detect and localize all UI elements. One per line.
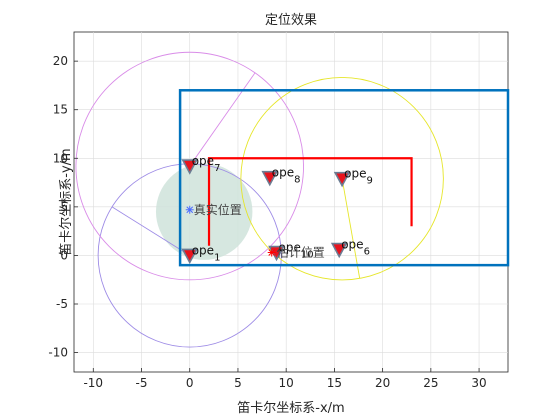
true-position-marker-d2 (186, 206, 194, 214)
range-radius-line (189, 72, 256, 167)
y-tick-label: 20 (53, 54, 68, 68)
trajectory-path (207, 157, 413, 246)
y-tick-label: 5 (60, 200, 68, 214)
estimated-position-marker-d2 (268, 249, 276, 256)
y-tick-label: -10 (48, 346, 68, 360)
y-tick-label: 0 (60, 248, 68, 262)
range-radius-line (111, 206, 190, 256)
anchor-label: ope10 (279, 241, 314, 261)
plot-area (73, 31, 509, 373)
x-tick-label: 20 (375, 376, 390, 390)
anchor-marker (330, 242, 348, 259)
chart-title: 定位效果 (265, 13, 317, 28)
anchor-marker (261, 170, 279, 187)
anchor-label: ope9 (344, 167, 373, 187)
anchors: ope1 ope6 ope7 ope8 ope9 ope10 (181, 154, 373, 265)
x-tick-label: 30 (471, 376, 486, 390)
anchor-label: ope6 (341, 238, 370, 258)
range-circle (240, 76, 444, 281)
y-axis-ticks: -10 -5 0 5 10 15 20 (48, 54, 78, 360)
y-tick-label: -5 (56, 297, 68, 311)
y-axis-label: 笛卡尔坐标系-y/m (58, 148, 74, 255)
estimated-position-label: 估计位置 (277, 245, 325, 260)
range-radius-line (341, 178, 361, 279)
y-tick-label: 10 (53, 151, 68, 165)
x-axis-ticks: -10 -5 0 5 10 15 20 25 30 (83, 368, 487, 390)
x-tick-label: 0 (186, 376, 194, 390)
x-tick-label: 10 (279, 376, 294, 390)
anchor-label: ope8 (272, 166, 301, 186)
room-rectangle (178, 89, 510, 267)
anchor-label: ope7 (192, 154, 221, 174)
x-tick-label: -5 (136, 376, 148, 390)
x-tick-label: 15 (327, 376, 342, 390)
x-tick-label: -10 (83, 376, 103, 390)
true-position-label: 真实位置 (194, 202, 242, 217)
anchor-marker (181, 248, 199, 265)
path-line (207, 157, 413, 246)
anchor-marker (181, 159, 199, 175)
x-tick-label: 5 (234, 376, 242, 390)
anchor-marker (333, 171, 351, 188)
y-tick-label: 15 (53, 103, 68, 117)
range-circle (75, 51, 304, 281)
room-boundary (178, 89, 510, 267)
anchor-label: ope1 (192, 243, 221, 263)
x-tick-label: 25 (423, 376, 438, 390)
x-axis-label: 笛卡尔坐标系-x/m (237, 400, 344, 416)
